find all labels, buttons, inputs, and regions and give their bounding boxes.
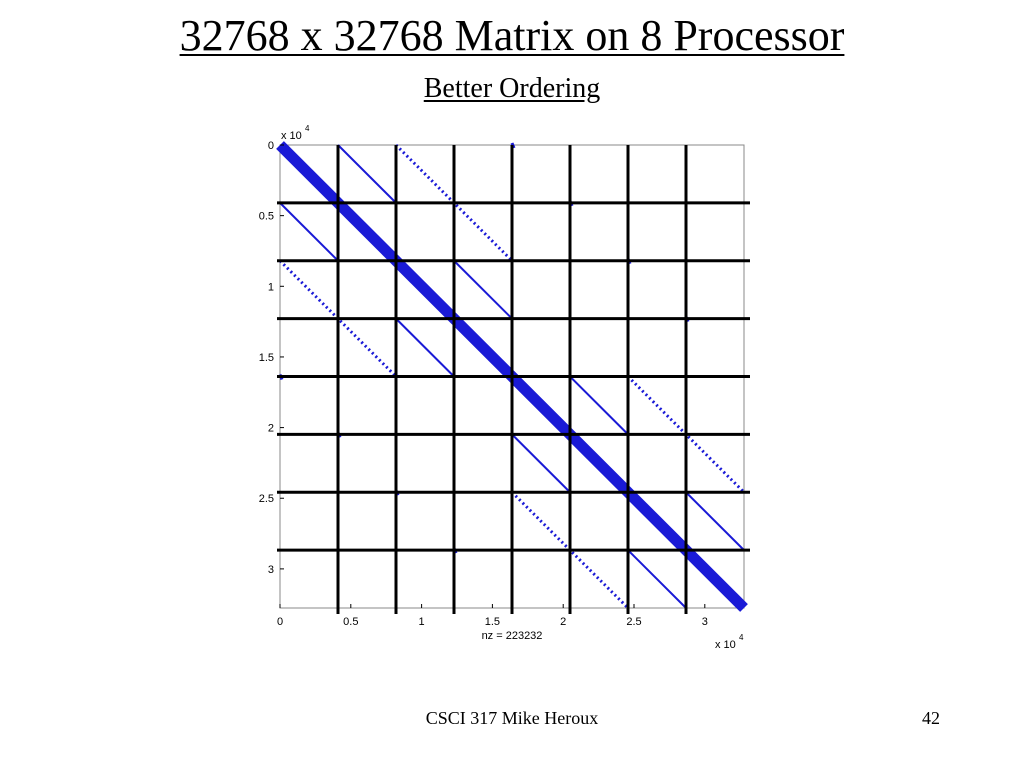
y-tick-label: 0 [268, 140, 274, 152]
slide-subtitle: Better Ordering [423, 73, 601, 104]
y-tick-label: 3 [268, 564, 274, 576]
off-diagonal-band [627, 549, 687, 609]
x-tick-label: 0.5 [343, 616, 358, 628]
axis-labels: x 10 4 x 10 4 nz = 223232 [281, 124, 744, 651]
footer-author: CSCI 317 Mike Heroux [425, 708, 599, 728]
y-multiplier-exponent: 4 [305, 124, 310, 133]
sparsity-plot: 0 0.5 1 1.5 2 2.5 3 0 0.5 1 1.5 2 2.5 3 x 10 4 x 10 4… [259, 124, 750, 651]
y-tick-label: 1 [268, 281, 274, 293]
y-tick-label: 0.5 [259, 211, 274, 223]
x-tick-label: 1.5 [485, 616, 500, 628]
x-multiplier-exponent: 4 [739, 633, 744, 642]
off-diagonal-band [337, 144, 397, 204]
axis-ticks: 0 0.5 1 1.5 2 2.5 3 0 0.5 1 1.5 2 2.5 3 [259, 140, 708, 628]
off-diagonal-band [511, 433, 571, 493]
x-multiplier-label: x 10 [715, 639, 736, 651]
nz-count-label: nz = 223232 [482, 630, 543, 642]
y-tick-label: 1.5 [259, 352, 274, 364]
x-tick-label: 3 [702, 616, 708, 628]
partition-grid [277, 145, 750, 614]
off-diagonal-band [279, 202, 339, 262]
x-tick-label: 1 [419, 616, 425, 628]
x-tick-label: 0 [277, 616, 283, 628]
y-tick-label: 2 [268, 423, 274, 435]
x-tick-label: 2.5 [626, 616, 641, 628]
y-tick-label: 2.5 [259, 493, 274, 505]
off-diagonal-band [685, 491, 745, 551]
y-multiplier-label: x 10 [281, 130, 302, 142]
off-diagonal-band [395, 317, 455, 378]
slide-title: 32768 x 32768 Matrix on 8 Processor [179, 11, 845, 60]
x-tick-label: 2 [560, 616, 566, 628]
page-number: 42 [922, 708, 940, 728]
off-diagonal-band [569, 375, 629, 436]
off-diagonal-band [453, 260, 513, 320]
